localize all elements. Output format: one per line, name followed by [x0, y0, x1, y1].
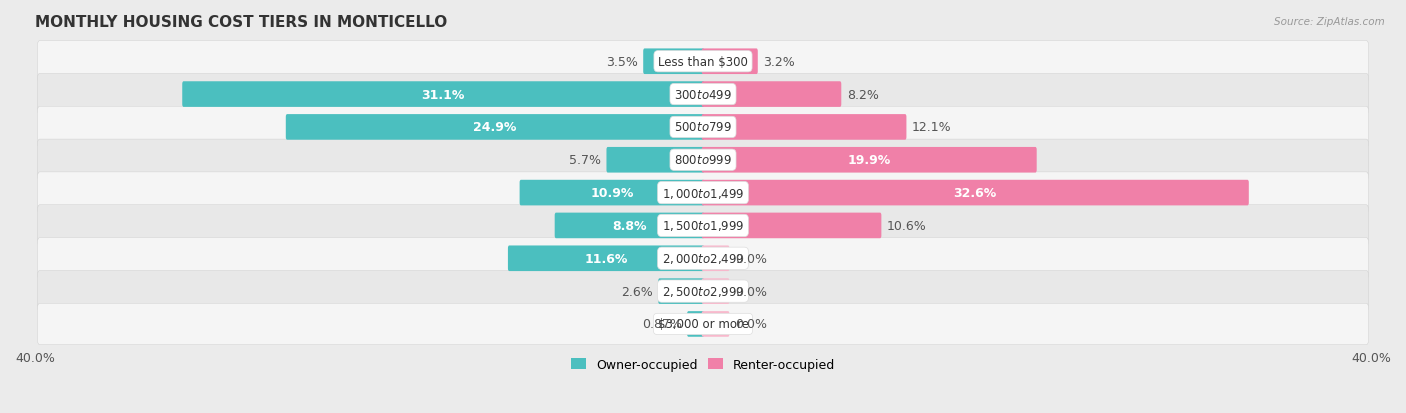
FancyBboxPatch shape: [38, 238, 1368, 279]
FancyBboxPatch shape: [508, 246, 704, 271]
FancyBboxPatch shape: [606, 147, 704, 173]
Text: 31.1%: 31.1%: [422, 88, 465, 101]
Text: 19.9%: 19.9%: [848, 154, 891, 167]
Legend: Owner-occupied, Renter-occupied: Owner-occupied, Renter-occupied: [567, 353, 839, 376]
Text: $1,000 to $1,499: $1,000 to $1,499: [662, 186, 744, 200]
FancyBboxPatch shape: [702, 311, 730, 337]
Text: $500 to $799: $500 to $799: [673, 121, 733, 134]
FancyBboxPatch shape: [658, 279, 704, 304]
FancyBboxPatch shape: [702, 279, 730, 304]
Text: 10.6%: 10.6%: [887, 219, 927, 233]
FancyBboxPatch shape: [643, 49, 704, 75]
FancyBboxPatch shape: [38, 140, 1368, 181]
FancyBboxPatch shape: [555, 213, 704, 239]
FancyBboxPatch shape: [38, 41, 1368, 83]
FancyBboxPatch shape: [702, 180, 1249, 206]
Text: 3.2%: 3.2%: [763, 56, 794, 69]
FancyBboxPatch shape: [183, 82, 704, 108]
Text: $300 to $499: $300 to $499: [673, 88, 733, 101]
Text: 0.0%: 0.0%: [735, 252, 766, 265]
FancyBboxPatch shape: [38, 74, 1368, 116]
FancyBboxPatch shape: [702, 147, 1036, 173]
Text: 2.6%: 2.6%: [621, 285, 652, 298]
Text: $1,500 to $1,999: $1,500 to $1,999: [662, 219, 744, 233]
FancyBboxPatch shape: [38, 304, 1368, 345]
FancyBboxPatch shape: [702, 115, 907, 140]
Text: Source: ZipAtlas.com: Source: ZipAtlas.com: [1274, 17, 1385, 26]
FancyBboxPatch shape: [702, 82, 841, 108]
Text: $2,000 to $2,499: $2,000 to $2,499: [662, 252, 744, 266]
Text: MONTHLY HOUSING COST TIERS IN MONTICELLO: MONTHLY HOUSING COST TIERS IN MONTICELLO: [35, 15, 447, 30]
FancyBboxPatch shape: [38, 271, 1368, 312]
Text: 0.0%: 0.0%: [735, 318, 766, 331]
Text: 32.6%: 32.6%: [953, 187, 997, 199]
Text: 24.9%: 24.9%: [474, 121, 517, 134]
Text: 0.0%: 0.0%: [735, 285, 766, 298]
Text: 8.8%: 8.8%: [612, 219, 647, 233]
Text: Less than $300: Less than $300: [658, 56, 748, 69]
Text: 12.1%: 12.1%: [911, 121, 952, 134]
Text: 11.6%: 11.6%: [585, 252, 628, 265]
Text: 8.2%: 8.2%: [846, 88, 879, 101]
Text: $800 to $999: $800 to $999: [673, 154, 733, 167]
Text: 10.9%: 10.9%: [591, 187, 634, 199]
Text: 5.7%: 5.7%: [569, 154, 602, 167]
FancyBboxPatch shape: [38, 173, 1368, 214]
Text: $3,000 or more: $3,000 or more: [658, 318, 748, 331]
FancyBboxPatch shape: [702, 246, 730, 271]
FancyBboxPatch shape: [38, 205, 1368, 247]
Text: 0.87%: 0.87%: [641, 318, 682, 331]
FancyBboxPatch shape: [688, 311, 704, 337]
Text: 3.5%: 3.5%: [606, 56, 638, 69]
FancyBboxPatch shape: [520, 180, 704, 206]
FancyBboxPatch shape: [38, 107, 1368, 148]
FancyBboxPatch shape: [702, 49, 758, 75]
Text: $2,500 to $2,999: $2,500 to $2,999: [662, 285, 744, 298]
FancyBboxPatch shape: [285, 115, 704, 140]
FancyBboxPatch shape: [702, 213, 882, 239]
